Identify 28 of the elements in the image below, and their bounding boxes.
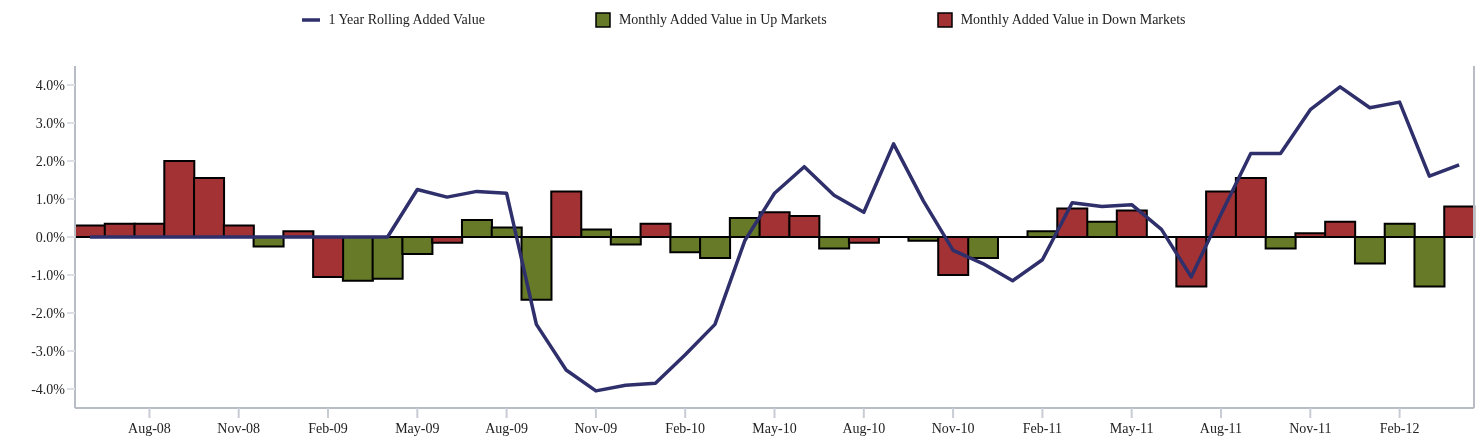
x-tick-label: May-10 (752, 421, 797, 436)
legend-label: Monthly Added Value in Up Markets (618, 12, 827, 28)
legend-label: 1 Year Rolling Added Value (328, 12, 485, 28)
x-tick-label: Nov-10 (931, 421, 975, 436)
y-tick-label: -4.0% (31, 381, 66, 397)
y-tick-label: 2.0% (35, 153, 66, 169)
x-tick-label: Feb-10 (665, 421, 706, 436)
y-tick-label: 4.0% (35, 77, 66, 93)
x-tick-label: Aug-10 (842, 421, 886, 436)
legend-label: Monthly Added Value in Down Markets (960, 12, 1186, 28)
x-tick-label: Aug-08 (128, 421, 171, 436)
x-tick-label: Aug-09 (485, 421, 528, 436)
x-tick-label: May-09 (395, 421, 440, 436)
y-tick-label: -2.0% (31, 305, 66, 321)
x-tick-label: Nov-11 (1289, 421, 1332, 436)
x-tick-label: Feb-12 (1379, 421, 1420, 436)
y-tick-label: -3.0% (31, 343, 66, 359)
x-tick-label: Nov-08 (217, 421, 261, 436)
y-tick-label: 0.0% (35, 229, 66, 245)
x-tick-label: Nov-09 (574, 421, 618, 436)
y-tick-label: 1.0% (35, 191, 66, 207)
x-tick-label: Feb-09 (308, 421, 348, 436)
x-tick-label: May-11 (1109, 421, 1154, 436)
x-tick-label: Feb-11 (1022, 421, 1062, 436)
line-series (88, 85, 1461, 393)
x-tick-label: Aug-11 (1199, 421, 1243, 436)
y-tick-label: 3.0% (35, 115, 66, 131)
y-tick-label: -1.0% (31, 267, 66, 283)
